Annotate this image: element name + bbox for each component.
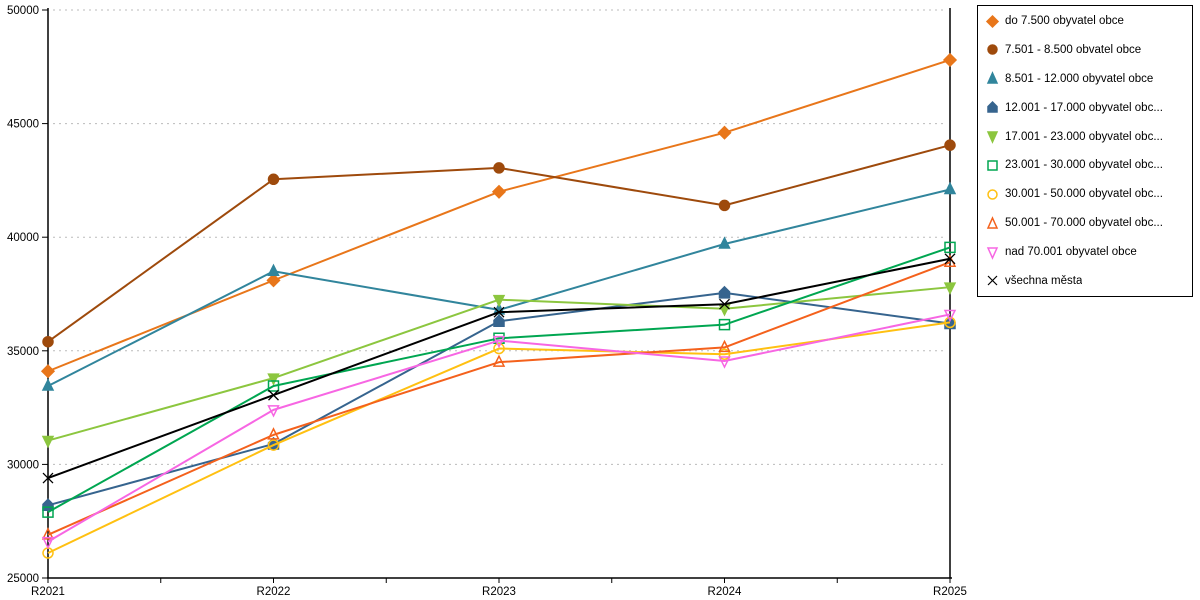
- legend-item: do 7.500 obyvatel obce: [985, 12, 1188, 30]
- y-axis-label: 45000: [7, 119, 39, 131]
- series-marker-5: [267, 373, 280, 386]
- y-axis-label: 50000: [7, 5, 39, 17]
- series-line-6: [47, 246, 951, 513]
- legend-label: 8.501 - 12.000 obyvatel obce: [1005, 72, 1154, 85]
- y-axis-label: 35000: [7, 346, 39, 358]
- series-marker-8: [718, 339, 731, 353]
- series-marker-2: [944, 139, 956, 151]
- triangle-down-marker-icon: [986, 246, 999, 260]
- triangle-down-marker-icon: [986, 131, 999, 144]
- series-marker-6: [493, 332, 505, 345]
- circle-marker-icon: [987, 44, 998, 56]
- series-marker-5: [943, 282, 957, 295]
- legend-item: 30.001 - 50.000 obyvatel obc...: [985, 185, 1188, 203]
- series-marker-7: [493, 342, 505, 355]
- legend-item: 17.001 - 23.000 obyvatel obc...: [985, 128, 1188, 146]
- diamond-marker-icon: [985, 14, 1000, 28]
- series-marker-9: [943, 309, 957, 323]
- pentagon-marker-icon: [987, 101, 998, 113]
- series-marker-8: [267, 427, 280, 440]
- series-marker-10: [268, 389, 279, 401]
- series-marker-7: [718, 348, 731, 360]
- series-marker-10: [493, 306, 505, 318]
- legend-label: nad 70.001 obyvatel obce: [1005, 246, 1137, 258]
- series-marker-6: [718, 318, 731, 331]
- series-marker-2: [42, 335, 54, 348]
- series-marker-5: [718, 304, 731, 317]
- x-axis-label: R2022: [257, 586, 291, 598]
- series-marker-10: [944, 253, 956, 265]
- series-marker-9: [41, 536, 55, 550]
- x-axis-label: R2021: [31, 586, 65, 598]
- series-marker-8: [492, 354, 506, 367]
- series-line-7: [47, 321, 951, 554]
- series-marker-2: [718, 199, 731, 212]
- legend-item: 8.501 - 12.000 obyvatel obce: [985, 70, 1188, 88]
- x-axis-label: R2025: [933, 586, 967, 598]
- y-axis-label: 30000: [7, 459, 39, 471]
- series-marker-9: [492, 335, 506, 349]
- series-line-9: [47, 313, 951, 543]
- series-marker-4: [493, 314, 505, 328]
- legend-label: 7.501 - 8.500 obvatel obce: [1005, 43, 1142, 56]
- series-marker-9: [718, 356, 731, 369]
- legend-label: všechna města: [1005, 274, 1083, 287]
- legend-label: 12.001 - 17.000 obyvatel obc...: [1005, 101, 1163, 114]
- y-axis-label: 25000: [7, 573, 39, 585]
- series-line-8: [47, 261, 951, 536]
- legend-label: 50.001 - 70.000 obyvatel obc...: [1005, 217, 1163, 230]
- legend-item: 7.501 - 8.500 obvatel obce: [985, 41, 1188, 59]
- legend-label: 23.001 - 30.000 obyvatel obc...: [1005, 159, 1163, 172]
- series-marker-1: [40, 364, 56, 379]
- triangle-up-marker-icon: [986, 71, 999, 84]
- series-marker-4: [42, 498, 54, 512]
- series-marker-8: [41, 527, 55, 540]
- series-marker-10: [719, 298, 730, 310]
- legend-item: 50.001 - 70.000 obyvatel obc...: [985, 214, 1188, 232]
- legend-item: všechna města: [985, 272, 1188, 290]
- legend-item: nad 70.001 obyvatel obce: [985, 243, 1188, 261]
- legend-label: 30.001 - 50.000 obyvatel obc...: [1005, 188, 1163, 201]
- triangle-up-marker-icon: [986, 215, 999, 229]
- series-marker-4: [718, 285, 731, 299]
- x-axis-label: R2023: [482, 586, 516, 598]
- series-marker-7: [267, 439, 280, 451]
- series-marker-3: [943, 181, 957, 195]
- series-marker-7: [944, 316, 956, 329]
- legend-item: 12.001 - 17.000 obyvatel obc...: [985, 99, 1188, 117]
- series-marker-9: [267, 405, 280, 418]
- series-marker-2: [267, 173, 280, 186]
- series-marker-1: [942, 52, 958, 68]
- series-marker-3: [718, 236, 731, 249]
- legend: do 7.500 obyvatel obce 7.501 - 8.500 obva…: [977, 5, 1193, 297]
- series-marker-3: [267, 263, 280, 277]
- legend-label: 17.001 - 23.000 obyvatel obc...: [1005, 130, 1163, 143]
- series-marker-3: [41, 378, 55, 391]
- x-marker-icon: [987, 275, 998, 286]
- series-marker-1: [266, 273, 281, 288]
- series-marker-6: [42, 506, 54, 518]
- circle-marker-icon: [987, 189, 998, 200]
- y-axis-label: 40000: [7, 232, 39, 244]
- series-marker-2: [493, 162, 505, 174]
- series-marker-6: [944, 241, 956, 254]
- series-line-10: [47, 257, 951, 479]
- legend-label: do 7.500 obyvatel obce: [1005, 15, 1124, 27]
- series-marker-1: [491, 184, 507, 199]
- square-marker-icon: [987, 160, 998, 171]
- series-marker-1: [717, 125, 732, 140]
- x-axis-label: R2024: [708, 586, 742, 598]
- series-marker-5: [41, 435, 55, 449]
- series-marker-5: [492, 294, 506, 308]
- series-marker-10: [42, 472, 54, 484]
- legend-item: 23.001 - 30.000 obyvatel obc...: [985, 156, 1188, 174]
